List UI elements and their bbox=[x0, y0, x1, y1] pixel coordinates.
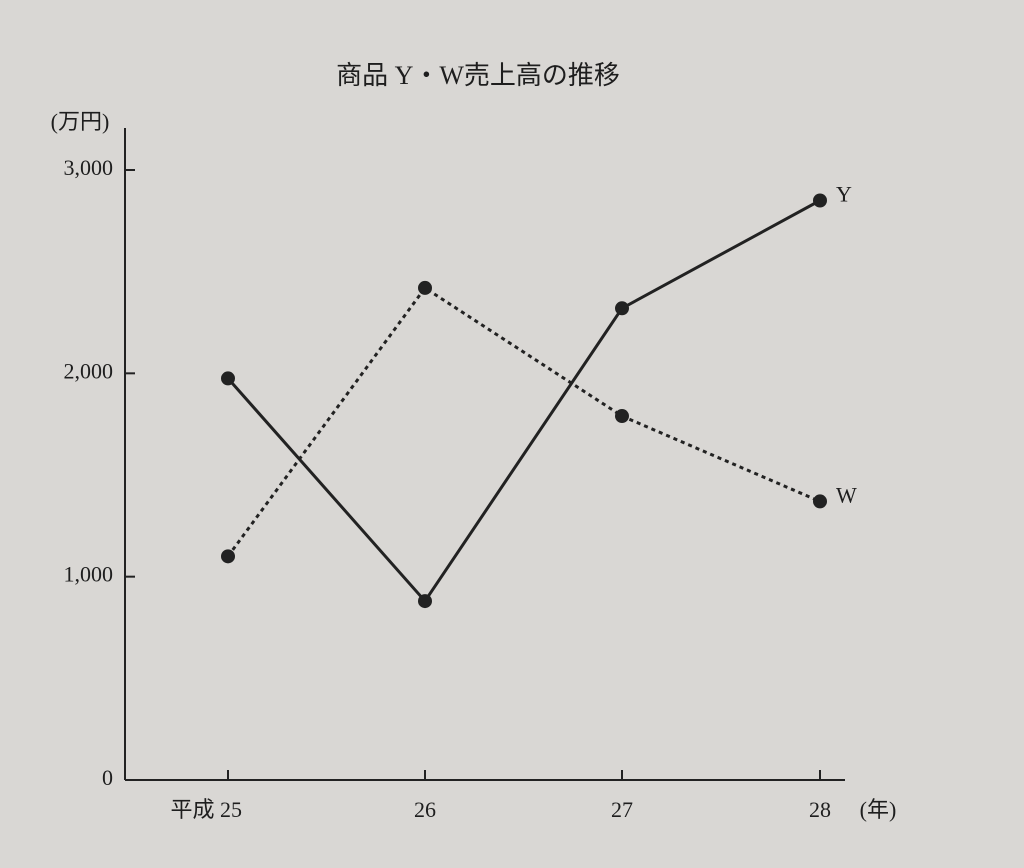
series-line bbox=[226, 285, 821, 558]
x-tick-label: 平成 25 bbox=[170, 797, 242, 822]
y-tick-label: 2,000 bbox=[64, 358, 114, 383]
data-point bbox=[418, 280, 432, 295]
data-point bbox=[418, 594, 432, 609]
y-tick-label: 0 bbox=[102, 765, 113, 790]
x-tick-label: 27 bbox=[611, 797, 633, 822]
data-point bbox=[615, 301, 629, 316]
data-point bbox=[813, 494, 827, 509]
series-line bbox=[226, 199, 821, 604]
data-point bbox=[221, 549, 235, 564]
x-tick-label: 26 bbox=[414, 797, 436, 822]
series-label: Y bbox=[836, 182, 852, 207]
series-label: W bbox=[836, 482, 857, 507]
y-tick-label: 1,000 bbox=[64, 562, 114, 587]
data-point bbox=[615, 409, 629, 424]
data-point bbox=[221, 371, 235, 386]
x-tick-label: 28 bbox=[809, 797, 831, 822]
x-axis-label: (年) bbox=[860, 797, 897, 822]
chart-title: 商品 Y・W売上高の推移 bbox=[336, 61, 620, 90]
y-tick-label: 3,000 bbox=[64, 155, 114, 180]
y-axis-label: (万円) bbox=[51, 109, 110, 134]
data-point bbox=[813, 193, 827, 208]
